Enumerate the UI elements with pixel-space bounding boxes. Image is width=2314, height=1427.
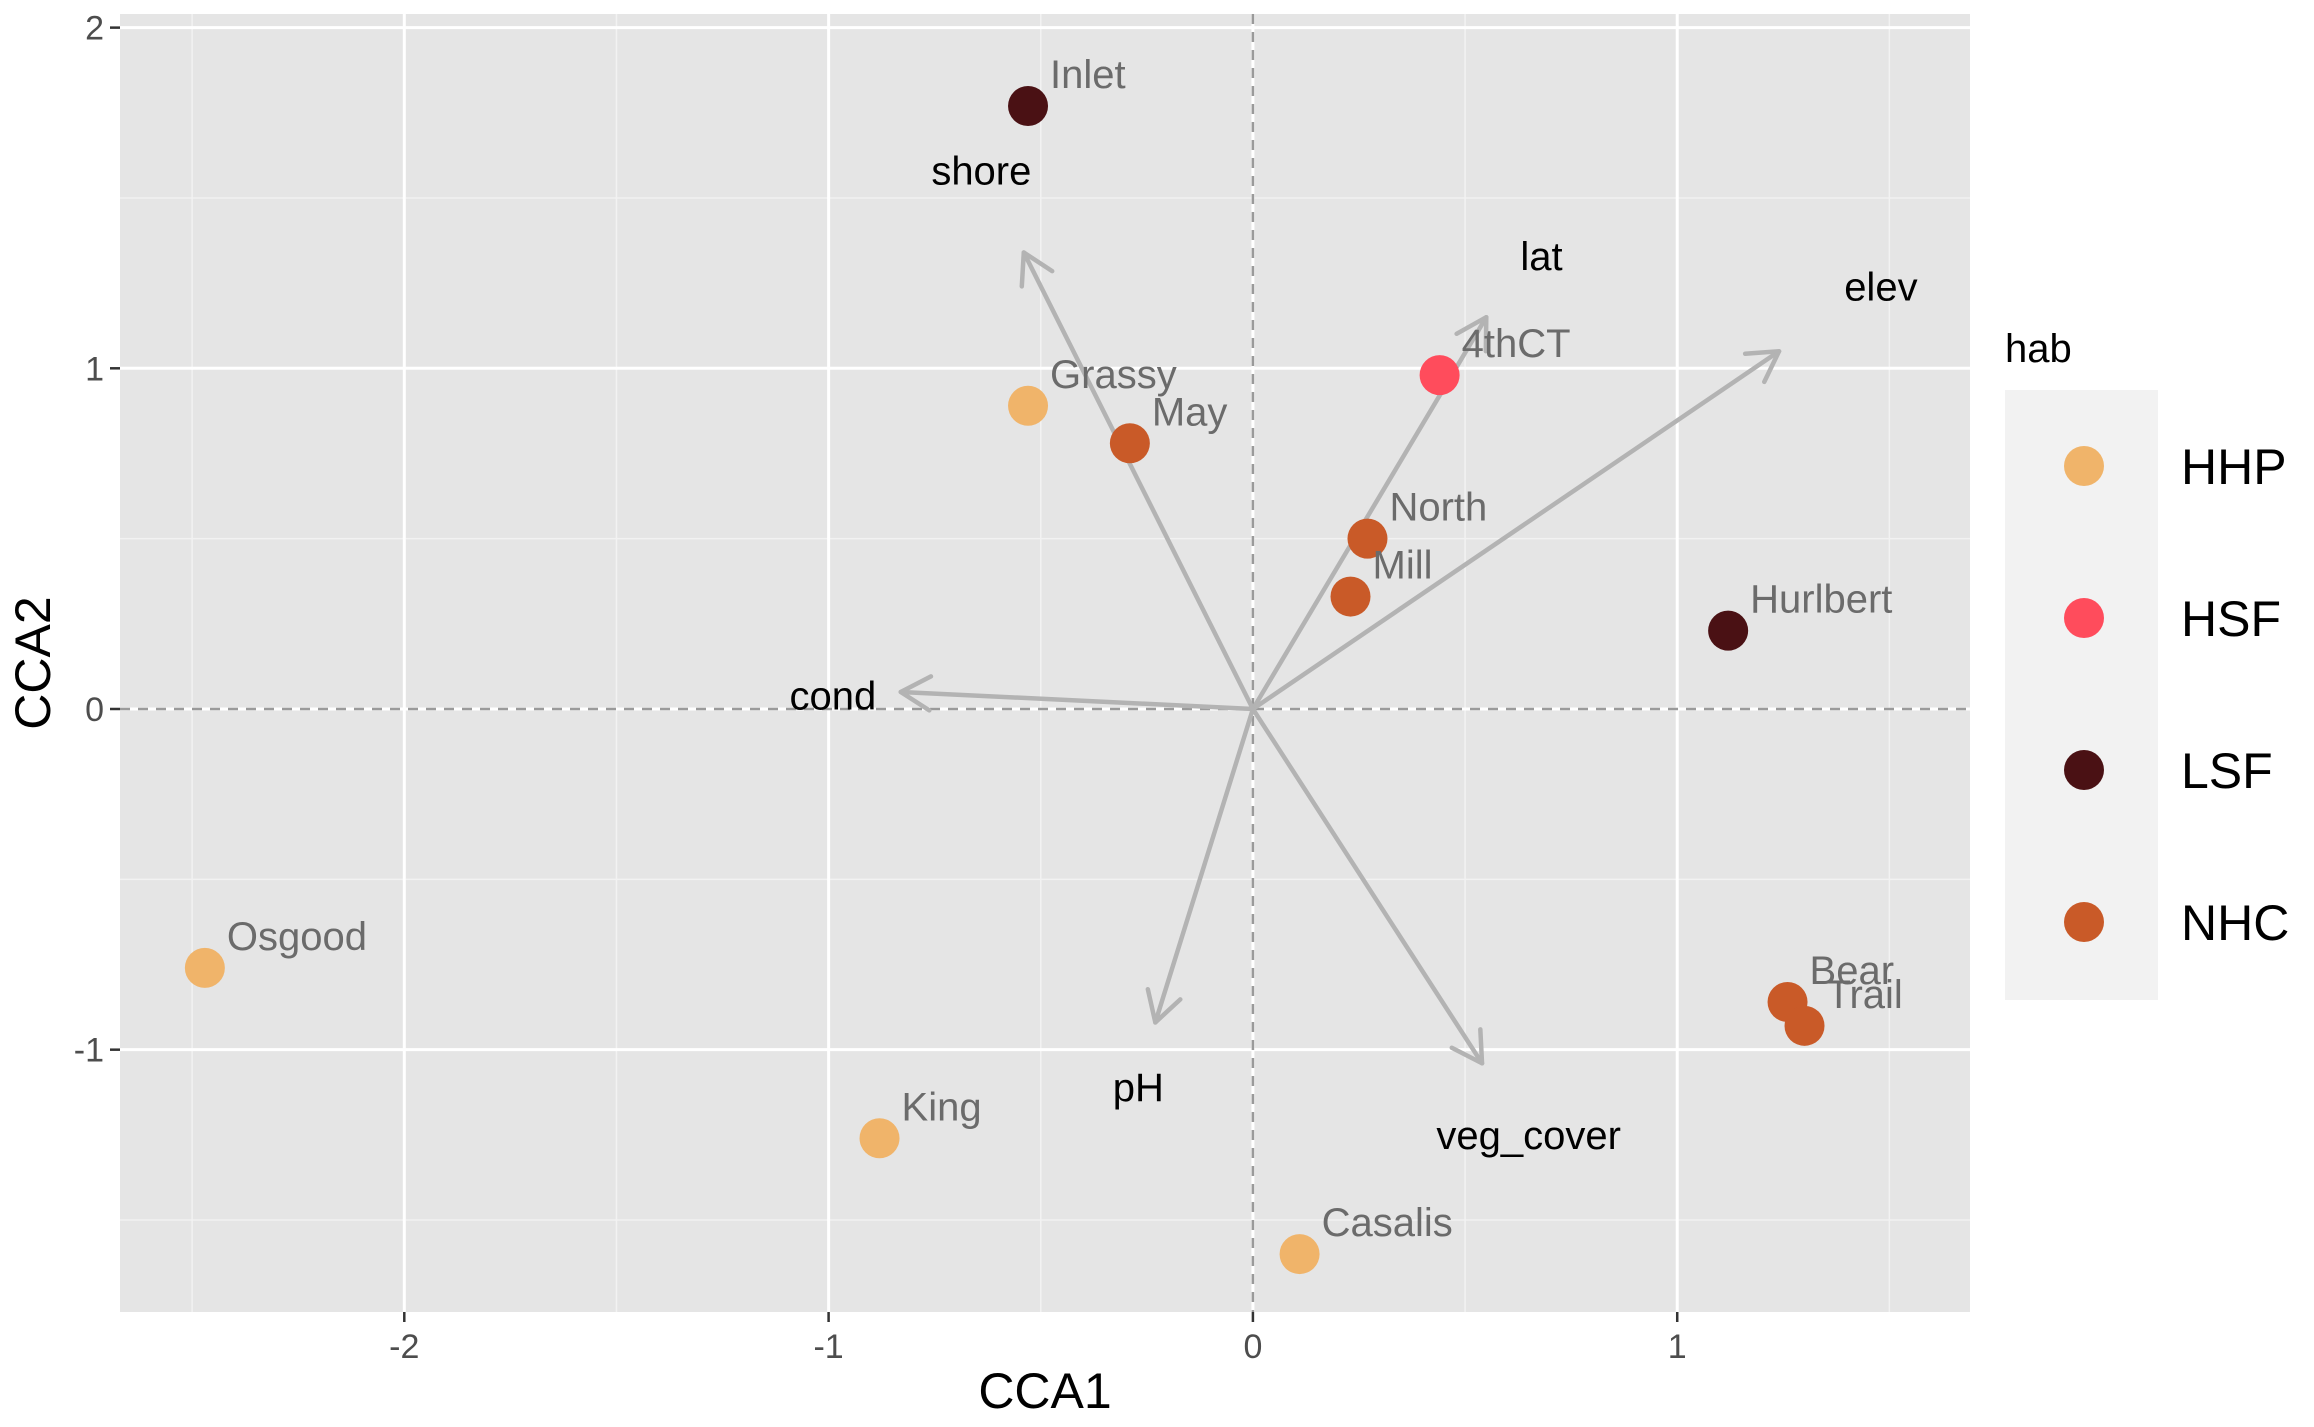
vector-label-elev: elev (1844, 266, 1917, 310)
vector-label-lat: lat (1520, 235, 1562, 279)
vector-label-veg_cover: veg_cover (1436, 1114, 1621, 1158)
site-label-May: May (1152, 390, 1228, 434)
legend-title: hab (2005, 327, 2072, 371)
y-tick-label: 0 (85, 691, 104, 729)
vector-label-shore: shore (931, 150, 1031, 194)
site-label-Osgood: Osgood (227, 915, 367, 959)
x-tick-label: 0 (1243, 1328, 1262, 1366)
legend-key-LSF (2064, 750, 2104, 790)
vector-arrowhead-pH (1145, 987, 1183, 1025)
vector-arrow-shore (1021, 250, 1256, 712)
y-axis-title: CCA2 (5, 596, 61, 729)
site-point-Hurlbert (1708, 610, 1749, 651)
x-axis-title: CCA1 (978, 1363, 1111, 1419)
legend-key-NHC (2064, 902, 2104, 942)
vector-arrowhead-shore (1019, 250, 1055, 289)
site-label-North: North (1389, 486, 1487, 530)
site-point-North (1347, 518, 1388, 559)
site-point-Mill (1330, 576, 1371, 617)
site-point-Grassy (1008, 385, 1049, 426)
vector-arrowhead-lat (1454, 314, 1489, 354)
y-tick-label: -1 (74, 1032, 104, 1070)
legend-label-HSF: HSF (2181, 591, 2281, 647)
vector-arrow-elev (1250, 349, 1782, 712)
vector-label-cond: cond (789, 674, 876, 718)
site-point-4thCT (1419, 355, 1460, 396)
site-label-Inlet: Inlet (1050, 53, 1126, 97)
vector-arrow-cond (898, 689, 1256, 712)
legend-box (2005, 390, 2158, 1000)
site-point-Osgood (184, 947, 225, 988)
site-point-Inlet (1008, 85, 1049, 126)
legend-label-LSF: LSF (2181, 743, 2273, 799)
vector-arrow-pH (1153, 706, 1256, 1025)
legend-key-HHP (2064, 446, 2104, 486)
site-point-Trail (1784, 1005, 1825, 1046)
x-tick-label: -1 (813, 1328, 843, 1366)
site-label-Bear: Bear (1810, 949, 1895, 993)
vector-arrowhead-cond (898, 674, 934, 713)
x-tick-label: -2 (389, 1328, 419, 1366)
legend-label-HHP: HHP (2181, 439, 2287, 495)
vector-arrowhead-veg_cover (1449, 1027, 1485, 1066)
y-tick-label: 1 (85, 350, 104, 388)
vector-label-pH: pH (1113, 1066, 1164, 1110)
vector-arrowhead-elev (1742, 349, 1782, 385)
y-tick-label: 2 (85, 10, 104, 48)
vector-arrow-veg_cover (1250, 706, 1485, 1066)
site-label-Trail: Trail (1827, 973, 1903, 1017)
site-label-Mill: Mill (1373, 544, 1433, 588)
legend-key-HSF (2064, 598, 2104, 638)
site-point-May (1109, 423, 1150, 464)
site-label-Casalis: Casalis (1322, 1201, 1453, 1245)
site-label-King: King (902, 1085, 982, 1129)
site-point-Casalis (1279, 1234, 1320, 1275)
site-label-4thCT: 4thCT (1462, 322, 1571, 366)
site-label-Grassy: Grassy (1050, 353, 1177, 397)
x-tick-label: 1 (1668, 1328, 1687, 1366)
site-point-King (859, 1118, 900, 1159)
plot-panel (120, 14, 1970, 1312)
legend-label-NHC: NHC (2181, 895, 2289, 951)
site-label-Hurlbert: Hurlbert (1750, 578, 1892, 622)
